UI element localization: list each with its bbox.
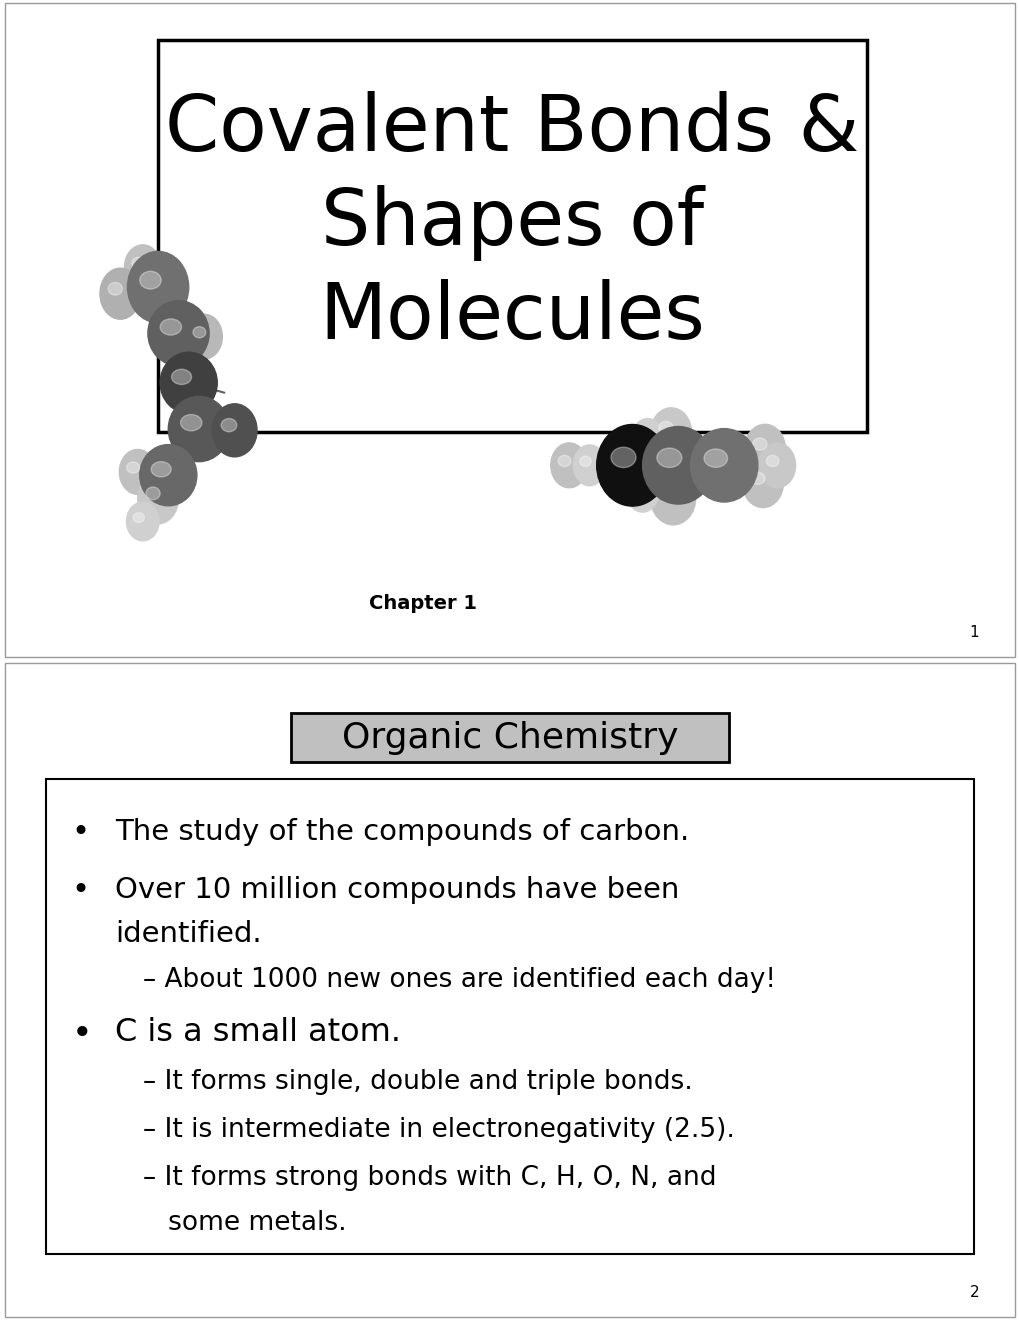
Text: some metals.: some metals. — [143, 1210, 346, 1236]
Ellipse shape — [151, 462, 171, 477]
Ellipse shape — [148, 301, 209, 366]
Ellipse shape — [659, 487, 675, 500]
Text: 1: 1 — [969, 626, 978, 640]
Ellipse shape — [703, 449, 727, 467]
Ellipse shape — [579, 457, 591, 466]
Ellipse shape — [742, 458, 783, 508]
Ellipse shape — [573, 445, 605, 486]
Text: identified.: identified. — [115, 920, 262, 948]
FancyBboxPatch shape — [46, 779, 973, 1254]
Ellipse shape — [752, 438, 766, 450]
Ellipse shape — [212, 404, 257, 457]
Text: – It is intermediate in electronegativity (2.5).: – It is intermediate in electronegativit… — [143, 1117, 734, 1143]
Text: Over 10 million compounds have been: Over 10 million compounds have been — [115, 876, 679, 904]
Ellipse shape — [642, 426, 713, 504]
Ellipse shape — [744, 424, 785, 474]
FancyBboxPatch shape — [158, 40, 866, 433]
Ellipse shape — [765, 455, 779, 466]
Ellipse shape — [108, 282, 122, 296]
Text: 2: 2 — [969, 1286, 978, 1300]
Text: C is a small atom.: C is a small atom. — [115, 1016, 400, 1048]
Ellipse shape — [193, 326, 206, 338]
Ellipse shape — [138, 473, 178, 524]
Text: •: • — [71, 876, 90, 906]
Ellipse shape — [638, 429, 649, 438]
Ellipse shape — [758, 442, 795, 488]
Ellipse shape — [221, 418, 236, 432]
Ellipse shape — [160, 352, 217, 413]
Text: Chapter 1: Chapter 1 — [369, 594, 477, 614]
Ellipse shape — [171, 370, 192, 384]
Text: – About 1000 new ones are identified each day!: – About 1000 new ones are identified eac… — [143, 966, 775, 993]
Ellipse shape — [146, 487, 160, 500]
Ellipse shape — [126, 462, 140, 473]
Ellipse shape — [160, 319, 181, 335]
Ellipse shape — [119, 449, 156, 494]
Text: Organic Chemistry: Organic Chemistry — [341, 721, 678, 755]
Text: – It forms single, double and triple bonds.: – It forms single, double and triple bon… — [143, 1069, 692, 1096]
Ellipse shape — [132, 512, 145, 523]
Text: – It forms strong bonds with C, H, O, N, and: – It forms strong bonds with C, H, O, N,… — [143, 1164, 715, 1191]
Ellipse shape — [658, 421, 673, 434]
Text: The study of the compounds of carbon.: The study of the compounds of carbon. — [115, 818, 689, 846]
FancyBboxPatch shape — [5, 3, 1014, 657]
Ellipse shape — [750, 473, 764, 484]
Text: •: • — [71, 1016, 92, 1051]
Ellipse shape — [610, 447, 636, 467]
Text: Covalent Bonds &
Shapes of
Molecules: Covalent Bonds & Shapes of Molecules — [165, 91, 859, 355]
Ellipse shape — [124, 244, 161, 290]
FancyBboxPatch shape — [5, 663, 1014, 1317]
Ellipse shape — [632, 483, 644, 492]
Ellipse shape — [626, 471, 658, 512]
Ellipse shape — [632, 418, 662, 455]
Ellipse shape — [168, 396, 229, 462]
Ellipse shape — [140, 445, 197, 506]
Ellipse shape — [596, 425, 667, 506]
Ellipse shape — [650, 408, 691, 457]
Ellipse shape — [131, 257, 145, 268]
Ellipse shape — [656, 447, 681, 467]
Text: •: • — [71, 818, 90, 847]
Ellipse shape — [100, 268, 141, 319]
Ellipse shape — [126, 502, 159, 541]
Ellipse shape — [557, 455, 571, 466]
Ellipse shape — [690, 429, 757, 502]
Ellipse shape — [650, 471, 695, 525]
Ellipse shape — [180, 414, 202, 430]
Ellipse shape — [185, 314, 222, 359]
Ellipse shape — [140, 271, 161, 289]
FancyBboxPatch shape — [290, 713, 729, 763]
Ellipse shape — [550, 442, 587, 488]
Ellipse shape — [127, 251, 189, 323]
